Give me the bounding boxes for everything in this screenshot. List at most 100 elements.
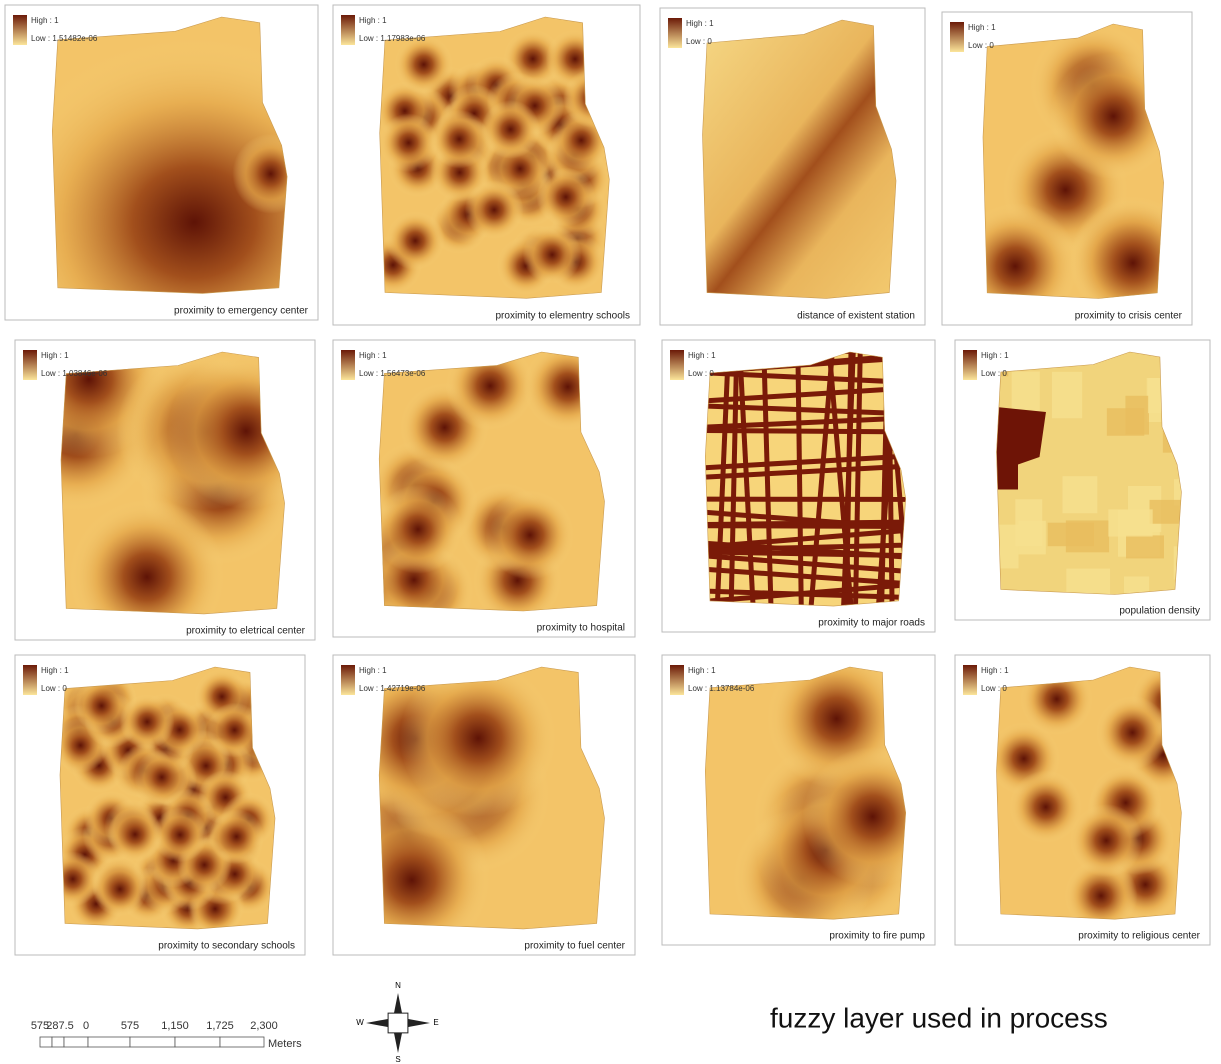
map-body [680, 20, 905, 307]
panel-caption: proximity to secondary schools [158, 941, 295, 952]
legend-swatch [341, 15, 355, 45]
map-panel: High : 1 Low : 0 population density [955, 340, 1221, 633]
legend-low: Low : 1.03846e-06 [41, 369, 108, 378]
legend-swatch [670, 665, 684, 695]
panel-caption: proximity to hospital [537, 623, 625, 634]
compass-w: W [356, 1018, 364, 1027]
hotspot [134, 750, 189, 805]
legend-low: Low : 1.42719e-06 [359, 684, 426, 693]
legend-swatch [670, 350, 684, 380]
zone [1048, 523, 1094, 546]
map-body [348, 341, 615, 635]
road [682, 430, 915, 432]
scale-segment [40, 1037, 52, 1047]
map-panel: High : 1 Low : 1.03846e-06 proximity to el… [0, 301, 324, 655]
compass-s: S [395, 1055, 400, 1064]
legend-high: High : 1 [968, 23, 996, 32]
legend-low: Low : 1.51482e-06 [31, 34, 98, 43]
hotspot [394, 35, 453, 94]
panel-caption: population density [1119, 606, 1200, 617]
panel-caption: proximity to emergency center [174, 306, 309, 317]
legend-swatch [668, 18, 682, 48]
legend-high: High : 1 [688, 666, 716, 675]
legend-high: High : 1 [41, 351, 69, 360]
legend-high: High : 1 [688, 351, 716, 360]
panel-caption: proximity to religious center [1078, 931, 1200, 942]
map-panel: High : 1 Low : 0 proximity to religious ce… [955, 655, 1210, 945]
north-arrow: N S E W [356, 981, 438, 1064]
legend-low: Low : 1.56473e-06 [359, 369, 426, 378]
zone [1126, 535, 1164, 558]
legend-low: Low : 0 [686, 37, 712, 46]
scale-label: 1,725 [206, 1020, 234, 1032]
panel-caption: proximity to crisis center [1075, 311, 1183, 322]
map-panel: High : 1 Low : 1.17983e-06 proximity to el… [333, 5, 640, 325]
legend-high: High : 1 [981, 666, 1009, 675]
compass-n: N [395, 981, 401, 990]
map-panel: High : 1 Low : 0 proximity to major roads [662, 340, 941, 632]
map-panel: High : 1 Low : 1.56473e-06 proximity to ho… [333, 340, 635, 637]
legend-low: Low : 0 [981, 684, 1007, 693]
scale-label: 287.5 [46, 1020, 74, 1032]
zone [1107, 408, 1144, 436]
panel-caption: proximity to fire pump [829, 931, 925, 942]
zone [1015, 499, 1042, 546]
compass-e: E [433, 1018, 438, 1027]
legend-swatch [23, 350, 37, 380]
panel-caption: proximity to major roads [818, 618, 925, 629]
scale-segment [88, 1037, 130, 1047]
zone [1052, 372, 1082, 418]
map-panel: High : 1 Low : 1.13784e-06 proximity to fi… [662, 649, 943, 948]
legend-low: Low : 1.17983e-06 [359, 34, 426, 43]
legend-high: High : 1 [359, 666, 387, 675]
figure-title: fuzzy layer used in process [770, 1002, 1108, 1033]
hotspot [481, 100, 540, 159]
hotspot [379, 113, 438, 172]
scale-segment [175, 1037, 220, 1047]
legend-low: Low : 0 [968, 41, 994, 50]
legend-high: High : 1 [359, 16, 387, 25]
panel-caption: distance of existent station [797, 311, 915, 322]
legend-high: High : 1 [31, 16, 59, 25]
legend-high: High : 1 [686, 19, 714, 28]
scale-label: 1,150 [161, 1020, 189, 1032]
hotspot [108, 807, 163, 862]
zone [1012, 372, 1040, 411]
panel-caption: proximity to eletrical center [186, 626, 306, 637]
legend-high: High : 1 [981, 351, 1009, 360]
scale-segment [130, 1037, 175, 1047]
legend-high: High : 1 [41, 666, 69, 675]
legend-swatch [341, 350, 355, 380]
hotspot [430, 110, 489, 169]
hotspot [485, 491, 574, 580]
legend-low: Low : 1.13784e-06 [688, 684, 755, 693]
map-fill [680, 20, 905, 307]
legend-low: Low : 0 [981, 369, 1007, 378]
zone [1063, 476, 1098, 513]
scale-segment [220, 1037, 264, 1047]
zone [1108, 509, 1152, 536]
hotspot [386, 211, 445, 270]
legend-swatch [963, 665, 977, 695]
legend-swatch [13, 15, 27, 45]
figure: fuzzy layer used in process High : 1Low … [0, 0, 1221, 1064]
scale-label: 0 [83, 1020, 89, 1032]
panel-caption: proximity to elementry schools [496, 311, 631, 322]
scale-label: 2,300 [250, 1020, 278, 1032]
legend-low: Low : 0 [688, 369, 714, 378]
map-panel: High : 1Low : 0proximity to secondary sc… [15, 655, 305, 955]
legend-swatch [341, 665, 355, 695]
map-panel: High : 1 Low : 0 distance of existent stat… [660, 8, 925, 325]
legend-swatch [950, 22, 964, 52]
scale-segment [64, 1037, 88, 1047]
map-body [35, 667, 286, 937]
hotspot [209, 809, 264, 864]
legend-swatch [23, 665, 37, 695]
scale-segment [52, 1037, 64, 1047]
map-panel: High : 1 Low : 0 proximity to crisis cente… [942, 12, 1196, 329]
legend-high: High : 1 [359, 351, 387, 360]
map-body [353, 17, 622, 307]
legend-swatch [963, 350, 977, 380]
